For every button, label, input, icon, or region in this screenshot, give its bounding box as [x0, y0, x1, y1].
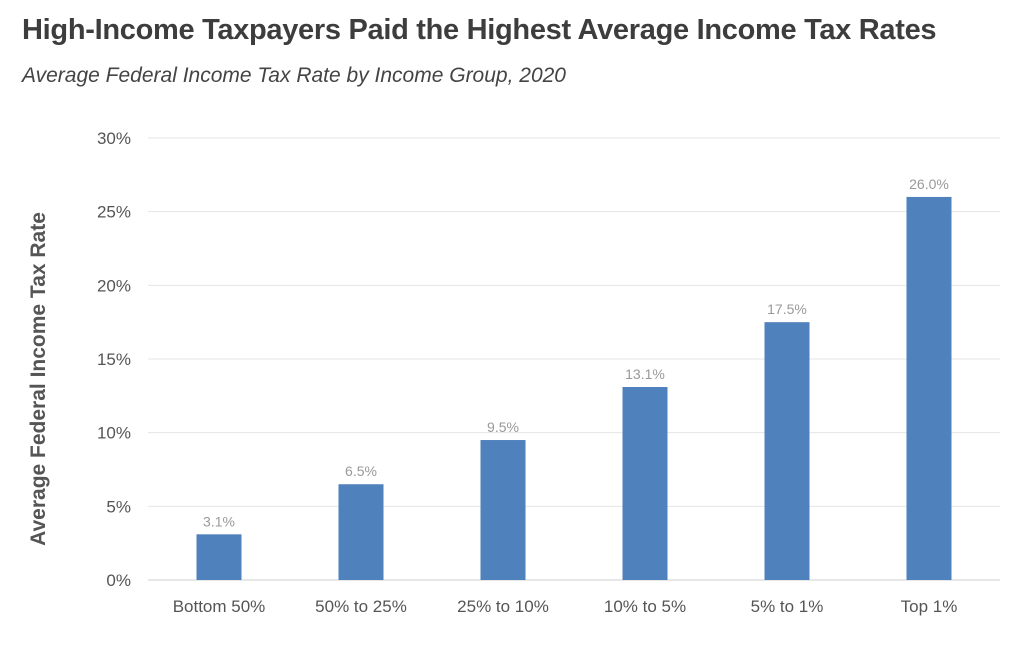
x-tick-label: 50% to 25%	[315, 597, 407, 616]
bar	[480, 440, 526, 580]
data-label: 17.5%	[767, 301, 807, 317]
y-tick-label: 25%	[97, 203, 131, 222]
x-tick-label: 5% to 1%	[751, 597, 824, 616]
data-label: 3.1%	[203, 513, 235, 529]
x-tick-label: Bottom 50%	[173, 597, 266, 616]
bar	[338, 484, 384, 580]
chart-title: High-Income Taxpayers Paid the Highest A…	[22, 14, 937, 46]
bar	[196, 534, 242, 580]
y-axis-label: Average Federal Income Tax Rate	[27, 212, 50, 546]
x-tick-label: Top 1%	[901, 597, 958, 616]
x-tick-label: 25% to 10%	[457, 597, 549, 616]
bar	[764, 322, 810, 580]
data-label: 26.0%	[909, 176, 949, 192]
chart-subtitle: Average Federal Income Tax Rate by Incom…	[22, 64, 566, 87]
y-tick-label: 10%	[97, 424, 131, 443]
bar	[622, 386, 668, 580]
y-tick-label: 0%	[106, 571, 131, 590]
y-tick-label: 15%	[97, 350, 131, 369]
data-label: 6.5%	[345, 463, 377, 479]
x-tick-label: 10% to 5%	[604, 597, 686, 616]
y-tick-label: 20%	[97, 276, 131, 295]
bar	[906, 196, 952, 580]
y-tick-label: 5%	[106, 497, 131, 516]
data-label: 9.5%	[487, 419, 519, 435]
y-tick-label: 30%	[97, 129, 131, 148]
data-label: 13.1%	[625, 366, 665, 382]
